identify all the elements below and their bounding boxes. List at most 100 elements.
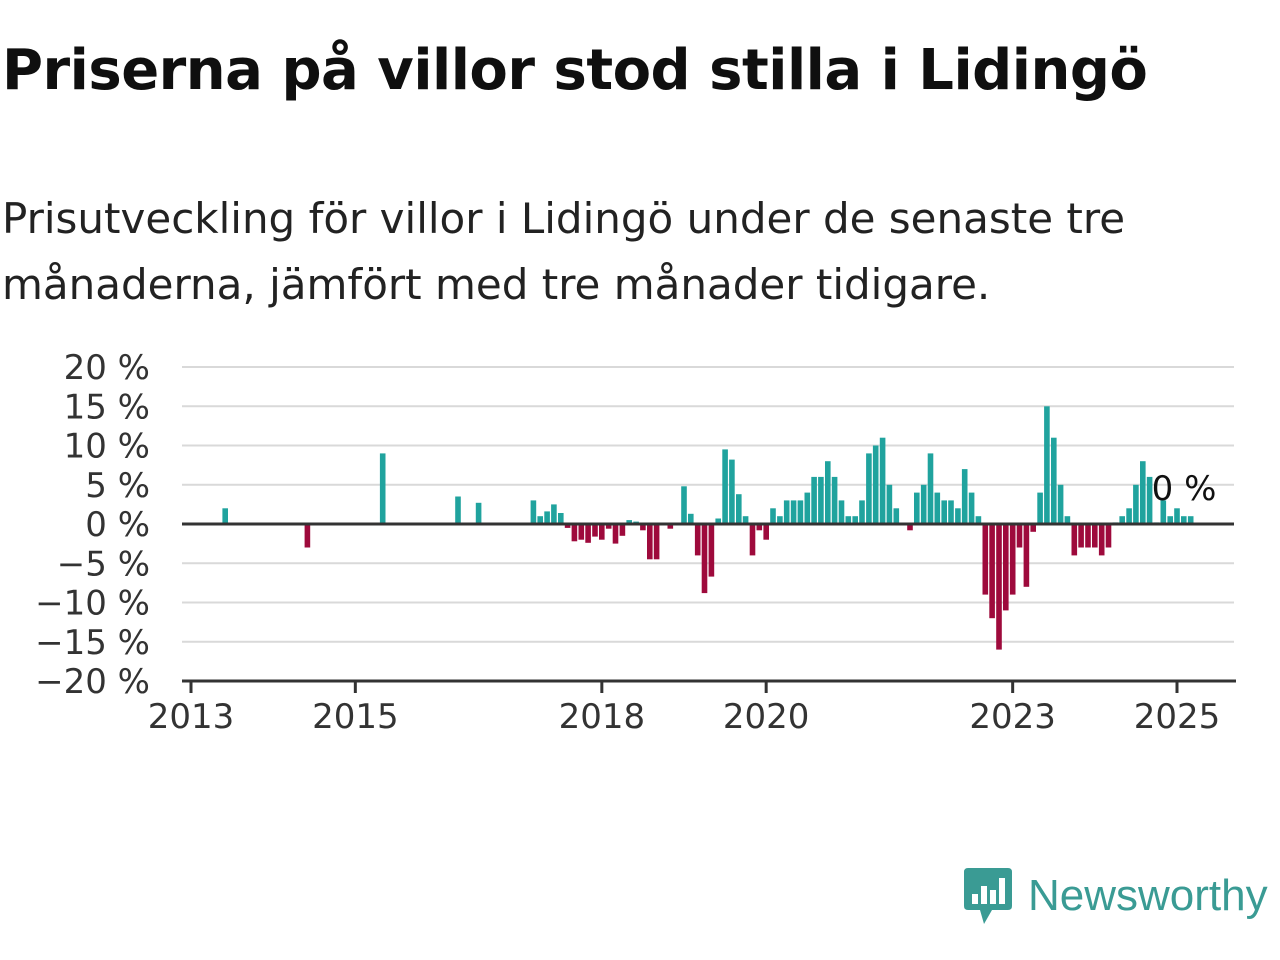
bar bbox=[831, 476, 838, 524]
bar bbox=[640, 524, 646, 531]
bar bbox=[790, 500, 797, 524]
x-tick-label: 2015 bbox=[312, 697, 399, 737]
bar bbox=[1126, 508, 1132, 524]
bar bbox=[736, 494, 742, 524]
bar bbox=[968, 492, 975, 524]
bar bbox=[886, 484, 893, 525]
y-tick-label: 10 % bbox=[64, 427, 150, 467]
bar bbox=[1064, 516, 1071, 524]
x-tick-label: 2018 bbox=[559, 697, 646, 737]
bar bbox=[626, 520, 632, 524]
bar bbox=[1140, 461, 1146, 524]
bar bbox=[653, 524, 660, 560]
bar bbox=[982, 524, 989, 595]
brand-name: Newsworthy bbox=[1028, 871, 1268, 920]
bar bbox=[530, 500, 537, 524]
bar bbox=[564, 524, 571, 528]
x-tick-label: 2013 bbox=[148, 697, 235, 737]
bar bbox=[797, 500, 804, 524]
bar bbox=[1030, 524, 1036, 532]
bar bbox=[756, 524, 763, 531]
bar bbox=[941, 500, 947, 524]
bar bbox=[749, 524, 756, 556]
bar bbox=[1092, 524, 1098, 548]
bar bbox=[914, 492, 920, 524]
bar bbox=[1057, 484, 1064, 525]
bar bbox=[845, 516, 852, 524]
x-tick-label: 2020 bbox=[723, 697, 810, 737]
bar bbox=[1044, 406, 1050, 525]
bar bbox=[1016, 524, 1023, 548]
bar bbox=[859, 500, 865, 524]
bar bbox=[961, 469, 968, 524]
x-tick-label: 2023 bbox=[969, 697, 1056, 737]
bar bbox=[592, 524, 598, 537]
bars bbox=[222, 406, 1194, 650]
bar bbox=[455, 496, 461, 524]
bar bbox=[1119, 516, 1125, 524]
y-tick-label: 20 % bbox=[64, 348, 150, 388]
gridlines bbox=[182, 366, 1234, 643]
x-axis-labels: 2013 2015 2018 2020 2023 2025 bbox=[148, 681, 1220, 737]
bar bbox=[804, 492, 811, 524]
bar bbox=[578, 524, 585, 540]
bar bbox=[742, 516, 749, 524]
bar bbox=[1105, 524, 1112, 548]
bar bbox=[1098, 524, 1105, 556]
newsworthy-logo-icon bbox=[964, 868, 1012, 924]
bar bbox=[763, 524, 769, 540]
bar bbox=[722, 449, 728, 524]
bar bbox=[681, 486, 687, 524]
bar bbox=[599, 524, 605, 540]
bar bbox=[907, 524, 913, 531]
bar bbox=[879, 437, 886, 524]
bar bbox=[1174, 508, 1180, 524]
bar bbox=[1187, 516, 1194, 524]
y-tick-label: 5 % bbox=[85, 466, 150, 506]
bar bbox=[612, 524, 619, 544]
bar bbox=[571, 524, 578, 542]
bar bbox=[989, 524, 995, 619]
y-tick-label: −10 % bbox=[35, 584, 150, 624]
y-tick-label: 0 % bbox=[85, 505, 150, 545]
y-axis-labels: 20 %15 %10 %5 %0 %−5 %−10 %−15 %−20 % bbox=[35, 348, 150, 702]
bar bbox=[537, 516, 543, 524]
chart-title: Priserna på villor stod stilla i Lidingö bbox=[2, 38, 1148, 103]
bar bbox=[667, 524, 674, 529]
bar bbox=[1071, 524, 1078, 556]
bar bbox=[777, 516, 783, 524]
bar bbox=[1009, 524, 1016, 595]
bar bbox=[770, 508, 776, 524]
bar bbox=[852, 516, 858, 524]
bar bbox=[838, 500, 845, 524]
bar bbox=[647, 524, 653, 560]
bar bbox=[934, 492, 941, 524]
bar bbox=[558, 513, 564, 524]
bar bbox=[1003, 524, 1009, 611]
bar bbox=[825, 461, 831, 524]
bar bbox=[701, 524, 708, 594]
bar bbox=[222, 508, 228, 524]
bar-chart: 20 %15 %10 %5 %0 %−5 %−10 %−15 %−20 % 20… bbox=[35, 348, 1236, 737]
bar bbox=[1181, 516, 1187, 524]
bar bbox=[1146, 476, 1153, 524]
bar bbox=[975, 516, 982, 524]
y-tick-label: −5 % bbox=[57, 544, 150, 584]
bar bbox=[893, 508, 900, 524]
bar bbox=[708, 524, 715, 577]
bar bbox=[1037, 492, 1043, 524]
bar bbox=[927, 453, 934, 524]
bar bbox=[1051, 437, 1057, 524]
bar bbox=[544, 511, 550, 524]
bar bbox=[729, 459, 735, 524]
bar bbox=[955, 508, 961, 524]
y-tick-label: −15 % bbox=[35, 623, 150, 663]
bar bbox=[304, 524, 311, 548]
y-tick-label: 15 % bbox=[64, 387, 150, 427]
bar bbox=[1167, 516, 1173, 524]
bar bbox=[1160, 500, 1167, 524]
bar bbox=[1085, 524, 1091, 548]
bar bbox=[872, 445, 879, 524]
last-value-label: 0 % bbox=[1152, 469, 1217, 509]
axes bbox=[182, 522, 1236, 683]
